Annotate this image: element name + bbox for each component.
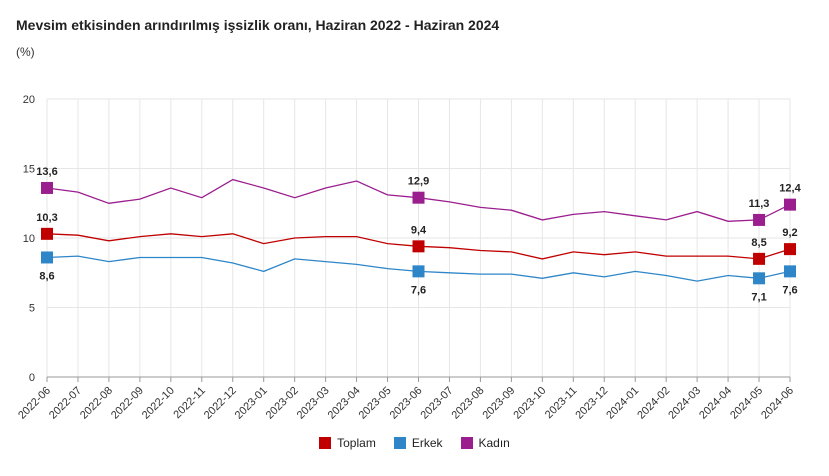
data-label-kadin: 12,4 — [779, 183, 801, 195]
legend-item-erkek[interactable]: Erkek — [393, 436, 443, 450]
data-point-marker-toplam — [784, 243, 796, 256]
data-label-erkek: 7,1 — [751, 291, 766, 303]
y-tick-label: 10 — [23, 233, 35, 245]
data-label-toplam: 8,5 — [751, 237, 766, 249]
data-point-marker-kadin — [412, 191, 425, 204]
data-label-erkek: 7,6 — [782, 284, 797, 296]
x-tick-label: 2024-02 — [635, 385, 672, 422]
x-tick-label: 2023-01 — [233, 385, 270, 422]
legend-swatch-kadin — [460, 437, 473, 449]
legend-item-toplam[interactable]: Toplam — [319, 436, 376, 450]
y-tick-label: 15 — [23, 164, 35, 176]
data-label-kadin: 13,6 — [36, 166, 57, 178]
x-tick-label: 2022-12 — [202, 385, 239, 422]
x-tick-label: 2022-09 — [109, 385, 146, 422]
data-label-erkek: 8,6 — [39, 270, 54, 282]
x-tick-label: 2022-10 — [140, 385, 177, 422]
data-point-marker-toplam — [412, 240, 425, 253]
legend-swatch-toplam — [319, 437, 332, 449]
data-point-marker-kadin — [41, 181, 53, 194]
chart-title: Mevsim etkisinden arındırılmış işsizlik … — [16, 17, 500, 33]
x-tick-label: 2023-07 — [419, 385, 456, 422]
y-tick-label: 5 — [29, 303, 35, 315]
data-label-kadin: 11,3 — [749, 198, 770, 210]
data-label-erkek: 7,6 — [411, 284, 426, 296]
x-tick-label: 2023-05 — [357, 385, 394, 422]
x-tick-label: 2023-09 — [480, 385, 517, 422]
y-axis-unit-label: (%) — [16, 45, 35, 59]
data-point-marker-erkek — [412, 265, 425, 278]
data-point-marker-kadin — [784, 198, 796, 211]
data-point-marker-erkek — [753, 272, 766, 285]
x-tick-label: 2022-07 — [47, 385, 84, 422]
x-tick-label: 2023-06 — [388, 385, 425, 422]
legend-swatch-erkek — [393, 437, 406, 449]
x-tick-label: 2024-06 — [759, 385, 796, 422]
legend-item-kadin[interactable]: Kadın — [460, 436, 510, 450]
x-tick-label: 2022-06 — [16, 385, 53, 422]
data-point-marker-erkek — [41, 251, 53, 264]
x-tick-label: 2023-08 — [450, 385, 487, 422]
x-tick-label: 2023-03 — [295, 385, 332, 422]
x-tick-label: 2023-12 — [573, 385, 610, 422]
data-point-marker-toplam — [41, 227, 53, 240]
x-tick-label: 2023-02 — [264, 385, 301, 422]
legend-label-erkek: Erkek — [411, 436, 443, 450]
data-label-toplam: 10,3 — [36, 212, 57, 224]
x-tick-label: 2024-03 — [666, 385, 703, 422]
data-label-kadin: 12,9 — [408, 176, 429, 188]
x-tick-label: 2024-04 — [697, 385, 734, 422]
x-tick-label: 2023-10 — [511, 385, 548, 422]
x-tick-label: 2022-11 — [171, 385, 207, 421]
data-point-marker-erkek — [784, 265, 796, 278]
data-label-toplam: 9,4 — [411, 224, 427, 236]
legend-label-kadin: Kadın — [478, 436, 510, 450]
chart-legend: Toplam Erkek Kadın — [0, 436, 829, 450]
data-point-marker-kadin — [753, 213, 766, 226]
legend-label-toplam: Toplam — [337, 436, 376, 450]
y-tick-label: 0 — [29, 372, 35, 384]
x-tick-label: 2023-11 — [543, 385, 579, 421]
x-tick-label: 2024-01 — [604, 385, 641, 422]
data-point-marker-toplam — [753, 252, 766, 265]
x-tick-label: 2022-08 — [78, 385, 115, 422]
x-tick-label: 2024-05 — [728, 385, 765, 422]
data-label-toplam: 9,2 — [782, 227, 797, 239]
y-tick-label: 20 — [23, 94, 35, 106]
x-tick-label: 2023-04 — [326, 385, 363, 422]
